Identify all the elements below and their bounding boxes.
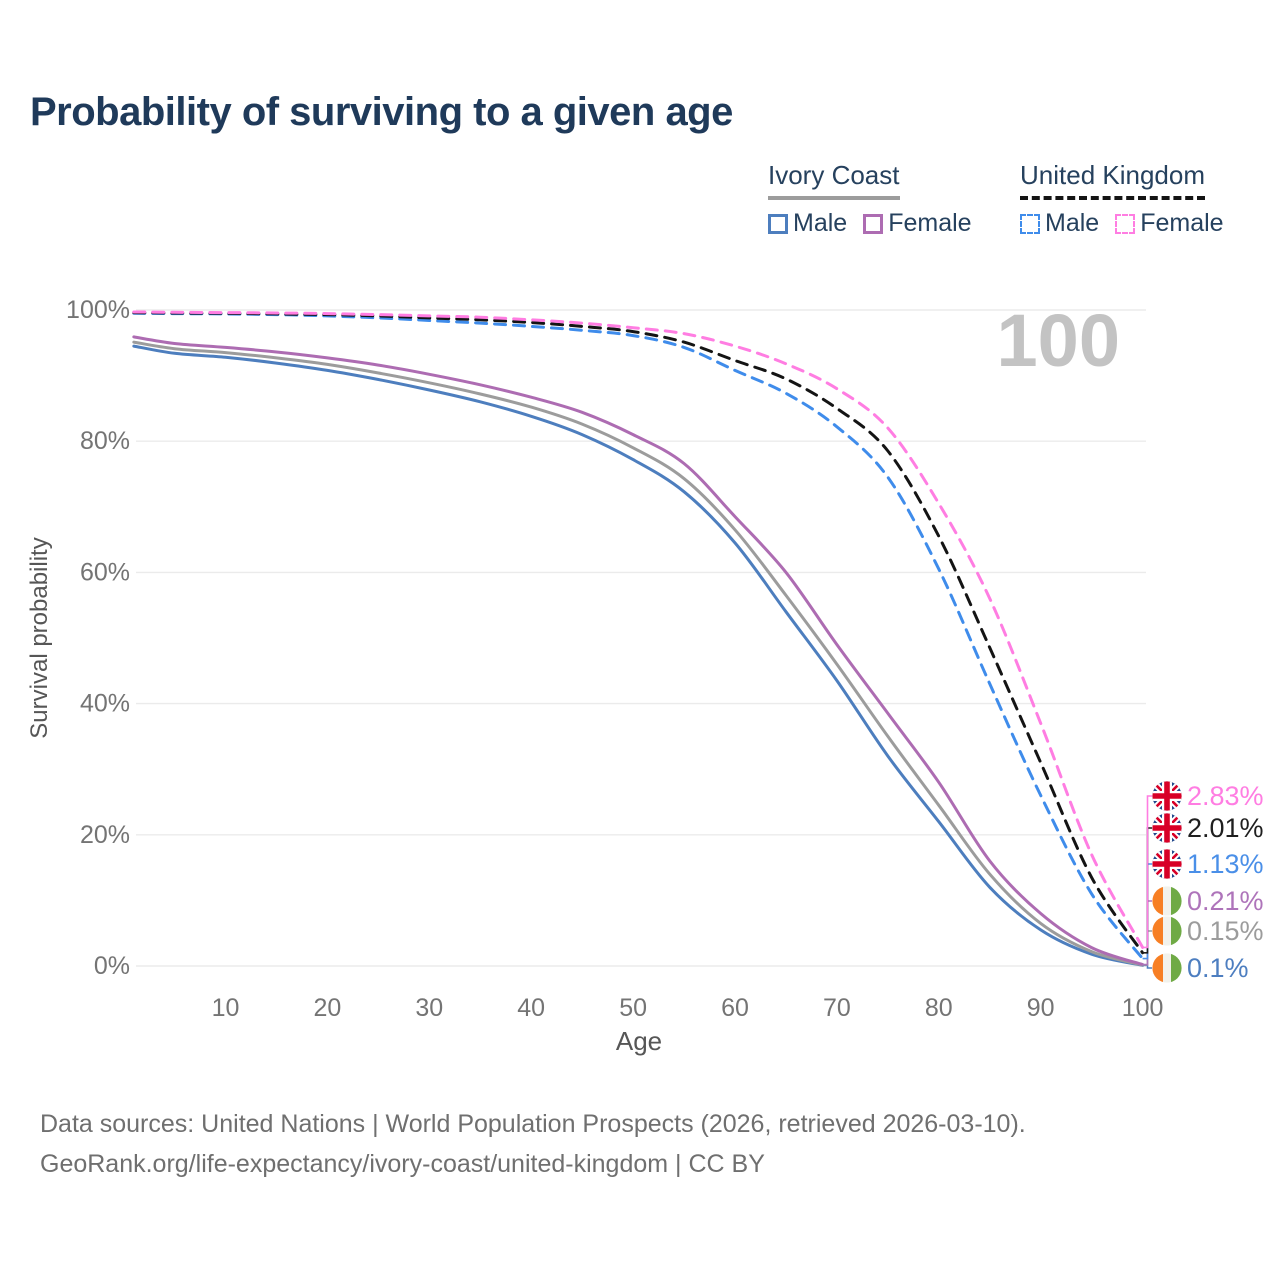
end-value: 2.83% <box>1187 780 1264 811</box>
x-tick-label: 100 <box>1122 994 1164 1022</box>
legend-group-ivory-coast: Ivory Coast Male Female <box>768 160 988 238</box>
legend-item-label: Female <box>1140 209 1224 237</box>
uk-flag-icon <box>1152 849 1182 879</box>
series-line-ivory-coast-male[interactable] <box>132 344 1145 967</box>
end-label-ivory-coast-female: 0.21% <box>1152 885 1264 917</box>
hovered-age-watermark: 100 <box>996 299 1120 382</box>
legend-item-uk-female[interactable]: Female <box>1115 209 1224 238</box>
end-value: 0.21% <box>1187 885 1264 916</box>
ivory-coast-flag-icon <box>1152 916 1182 946</box>
line-swatch-icon <box>1020 213 1040 234</box>
y-tick-label: 60% <box>80 558 130 586</box>
legend-items: Male Female <box>768 209 988 238</box>
series-line-united-kingdom-female[interactable] <box>132 310 1145 949</box>
legend-items: Male Female <box>1020 209 1240 238</box>
uk-flag-icon <box>1152 813 1182 843</box>
end-label-ivory-coast: 0.15% <box>1152 915 1264 947</box>
y-tick-label: 80% <box>80 427 130 455</box>
source-url-line: GeoRank.org/life-expectancy/ivory-coast/… <box>40 1150 765 1178</box>
end-value: 2.01% <box>1187 812 1264 843</box>
y-tick-label: 40% <box>80 690 130 718</box>
line-swatch-icon <box>863 213 884 234</box>
legend-item-uk-male[interactable]: Male <box>1020 209 1099 238</box>
end-value: 1.13% <box>1187 848 1264 879</box>
end-value: 0.15% <box>1187 915 1264 946</box>
y-tick-label: 100% <box>66 296 130 324</box>
x-tick-label: 50 <box>619 994 647 1022</box>
legend-group-united-kingdom: United Kingdom Male Female <box>1020 160 1240 238</box>
x-tick-label: 70 <box>823 994 851 1022</box>
legend-item-label: Male <box>793 209 848 237</box>
x-tick-label: 20 <box>313 994 341 1022</box>
legend-item-ivory-coast-male[interactable]: Male <box>768 209 847 238</box>
end-label-united-kingdom: 2.01% <box>1152 812 1264 844</box>
line-swatch-icon <box>1115 213 1136 234</box>
legend-item-ivory-coast-female[interactable]: Female <box>863 209 972 238</box>
legend-header-united-kingdom: United Kingdom <box>1020 160 1205 200</box>
series-line-united-kingdom[interactable] <box>132 311 1145 955</box>
ivory-coast-flag-icon <box>1152 886 1182 916</box>
y-tick-label: 20% <box>80 821 130 849</box>
x-tick-label: 80 <box>925 994 953 1022</box>
x-tick-label: 10 <box>212 994 240 1022</box>
ivory-coast-flag-icon <box>1152 953 1182 983</box>
end-value: 0.1% <box>1187 952 1249 983</box>
y-axis-title: Survival probability <box>26 537 53 738</box>
end-label-united-kingdom-female: 2.83% <box>1152 780 1264 812</box>
survival-probability-chart[interactable]: 0% 20% 40% 60% 80% 100% 10 20 30 40 50 60 70 80 90 100 A… <box>0 0 1280 1080</box>
legend-header-ivory-coast: Ivory Coast <box>768 160 900 200</box>
x-tick-label: 30 <box>415 994 443 1022</box>
end-label-leader <box>1142 795 1152 949</box>
line-swatch-icon <box>768 213 788 234</box>
series-line-ivory-coast-female[interactable] <box>132 335 1145 967</box>
y-tick-label: 0% <box>94 952 130 980</box>
legend-item-label: Female <box>888 209 972 237</box>
end-label-united-kingdom-male: 1.13% <box>1152 848 1264 880</box>
data-source-line: Data sources: United Nations | World Pop… <box>40 1110 1026 1138</box>
x-tick-label: 60 <box>721 994 749 1022</box>
legend-item-label: Male <box>1045 209 1100 237</box>
x-axis-title: Age <box>616 1026 662 1056</box>
series-line-ivory-coast[interactable] <box>132 340 1145 967</box>
end-label-ivory-coast-male: 0.1% <box>1152 952 1249 984</box>
x-tick-label: 90 <box>1027 994 1055 1022</box>
source-attribution: Data sources: United Nations | World Pop… <box>40 1104 1026 1184</box>
uk-flag-icon <box>1152 781 1182 811</box>
x-tick-label: 40 <box>517 994 545 1022</box>
page-title: Probability of surviving to a given age <box>30 90 733 134</box>
